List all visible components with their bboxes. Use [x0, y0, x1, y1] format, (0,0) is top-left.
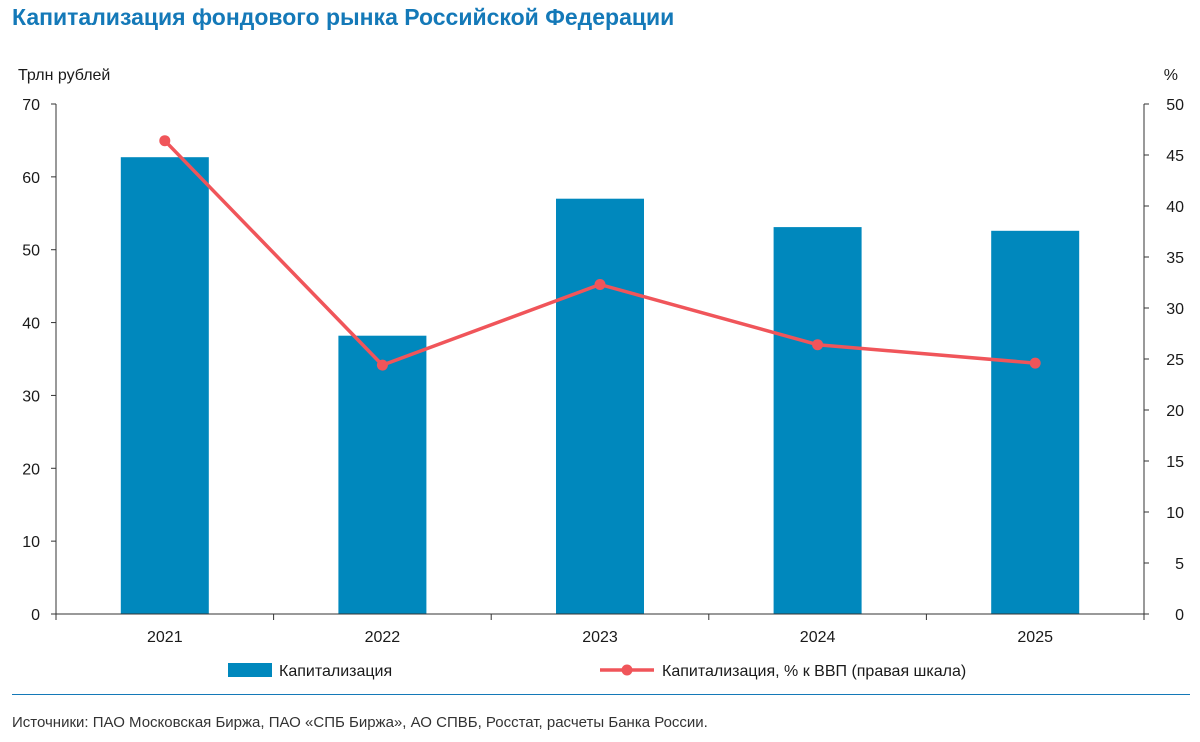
y-left-tick-label: 20 [22, 461, 40, 478]
line-point-2025 [1029, 357, 1041, 369]
legend-bar-swatch [228, 663, 272, 677]
y-right-tick-label: 30 [1166, 301, 1184, 318]
chart: Трлн рублей % 01020304050607005101520253… [18, 67, 1184, 680]
y-left-tick-label: 40 [22, 316, 40, 333]
x-tick-label: 2025 [1017, 629, 1053, 646]
bar-2021 [120, 157, 209, 614]
bar-series [120, 157, 1080, 615]
x-tick-label: 2021 [147, 629, 183, 646]
bar-2024 [773, 227, 862, 614]
legend: Капитализация Капитализация, % к ВВП (пра… [228, 663, 966, 680]
legend-bar-label: Капитализация [279, 663, 392, 680]
y-right-tick-label: 25 [1166, 352, 1184, 369]
x-tick-label: 2022 [365, 629, 401, 646]
legend-line-label: Капитализация, % к ВВП (правая шкала) [662, 663, 966, 680]
line-point-2021 [159, 135, 171, 147]
x-tick-label: 2024 [800, 629, 836, 646]
y-right-tick-label: 5 [1175, 556, 1184, 573]
y-right-tick-label: 40 [1166, 199, 1184, 216]
y-right-tick-label: 15 [1166, 454, 1184, 471]
legend-line-marker [621, 664, 633, 676]
line-point-2022 [376, 359, 388, 371]
y-left-tick-label: 10 [22, 534, 40, 551]
y-axis-left-label: Трлн рублей [18, 67, 110, 84]
bar-2023 [556, 198, 644, 614]
bar-2025 [991, 230, 1080, 615]
line-series [159, 135, 1041, 371]
line-point-2023 [594, 279, 606, 290]
y-axis-right-label: % [1164, 67, 1178, 84]
chart-title: Капитализация фондового рынка Российской… [12, 4, 675, 30]
footer-divider [12, 694, 1190, 695]
y-right-tick-label: 10 [1166, 505, 1184, 522]
y-right-tick-label: 45 [1166, 148, 1184, 165]
y-right-tick-label: 35 [1166, 250, 1184, 267]
bar-2022 [338, 335, 427, 614]
y-left-tick-label: 30 [22, 388, 40, 405]
line-point-2024 [812, 339, 824, 351]
x-tick-label: 2023 [582, 629, 618, 646]
y-left-tick-label: 60 [22, 170, 40, 187]
y-right-tick-label: 20 [1166, 403, 1184, 420]
y-left-tick-label: 70 [22, 97, 40, 114]
y-left-tick-label: 50 [22, 243, 40, 260]
y-left-tick-label: 0 [31, 607, 40, 624]
y-right-tick-label: 50 [1166, 97, 1184, 114]
y-right-tick-label: 0 [1175, 607, 1184, 624]
source-note: Источники: ПАО Московская Биржа, ПАО «СП… [12, 714, 708, 731]
